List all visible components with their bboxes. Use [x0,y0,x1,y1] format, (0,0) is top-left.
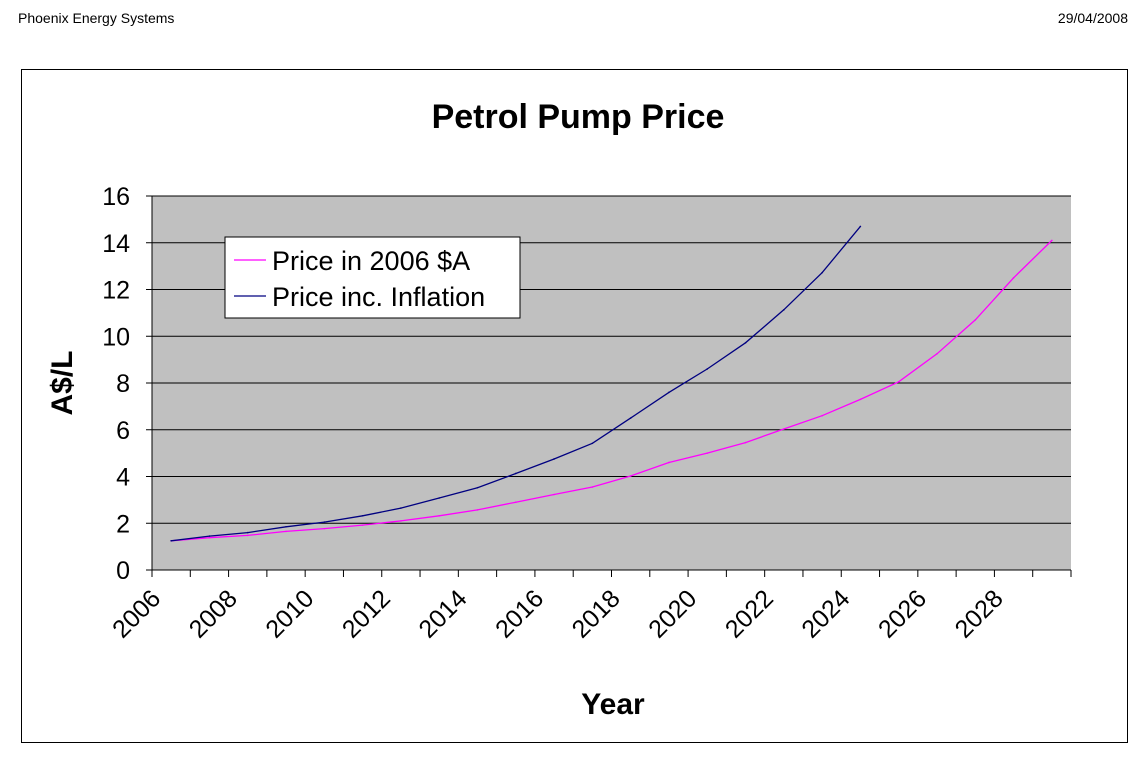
y-tick-label: 16 [102,183,130,211]
data-point [208,535,211,537]
x-tick-label: 2022 [720,584,779,643]
y-tick-label: 2 [116,510,130,538]
x-tick-label: 2008 [184,584,243,643]
data-point [438,514,440,517]
data-point [897,381,900,383]
data-point [438,497,440,499]
data-point [629,417,632,419]
data-point [591,442,594,445]
data-point [400,520,402,522]
data-point [514,501,517,504]
data-point [1012,277,1015,279]
data-point [821,414,823,417]
legend-label-price-2006: Price in 2006 $A [272,246,470,276]
chart-title: Petrol Pump Price [432,98,725,136]
x-tick-label: 2020 [643,584,702,643]
data-point [323,521,326,523]
data-point [285,530,287,533]
data-point [821,271,823,274]
x-tick-label: 2010 [260,584,319,643]
data-point [783,309,785,311]
data-point [323,527,326,530]
legend: Price in 2006 $A Price inc. Inflation [224,236,521,319]
data-point [246,531,249,534]
data-point [285,525,287,528]
legend-label-price-inflation: Price inc. Inflation [272,282,485,312]
data-point [246,534,249,537]
y-tick-label: 10 [102,323,130,351]
data-point [591,486,594,488]
data-point [974,319,977,321]
data-point [859,398,862,401]
data-point [476,509,479,511]
x-tick-label: 2012 [337,584,396,643]
x-tick-label: 2024 [796,584,855,643]
data-point [744,341,747,344]
data-point [553,458,555,460]
data-point [783,428,785,430]
data-point [859,225,862,228]
y-ticks: 0 2 4 6 8 10 12 14 16 [102,183,152,585]
x-tick-label: 2028 [950,584,1009,643]
y-tick-label: 0 [116,557,130,585]
x-tick-label: 2026 [873,584,932,643]
x-tick-label: 2018 [567,584,626,643]
data-point [208,536,211,539]
print-date: 29/04/2008 [1057,10,1128,26]
series-line-price-2006 [171,239,1053,542]
chart-frame [21,69,1128,743]
data-point [744,441,747,444]
x-tick-label: 2014 [413,584,472,643]
data-point [668,391,670,394]
data-point [668,461,670,464]
y-tick-label: 8 [116,370,130,398]
data-point [629,475,632,477]
series-lines [170,225,1053,542]
y-tick-label: 12 [102,277,130,305]
data-point [706,368,709,370]
y-axis-title: A$/L [46,350,79,415]
x-tick-label: 2016 [490,584,549,643]
data-point [514,472,517,475]
x-ticks: 2006 2008 2010 2012 2014 2016 2018 2020 2022 2024… [107,570,1072,644]
y-tick-label: 14 [102,230,130,258]
company-name: Phoenix Energy Systems [18,10,175,26]
data-point [476,486,479,489]
data-point [170,539,172,542]
data-point [1051,239,1053,242]
legend-box [224,236,521,319]
y-tick-label: 6 [116,417,130,445]
data-point [361,524,364,526]
data-point [936,352,938,355]
data-point [553,493,555,496]
data-point [361,514,364,517]
data-point [400,507,402,509]
x-axis-title: Year [581,688,645,721]
x-tick-label: 2006 [107,584,166,643]
data-point [706,452,709,454]
y-tick-label: 4 [116,464,130,492]
